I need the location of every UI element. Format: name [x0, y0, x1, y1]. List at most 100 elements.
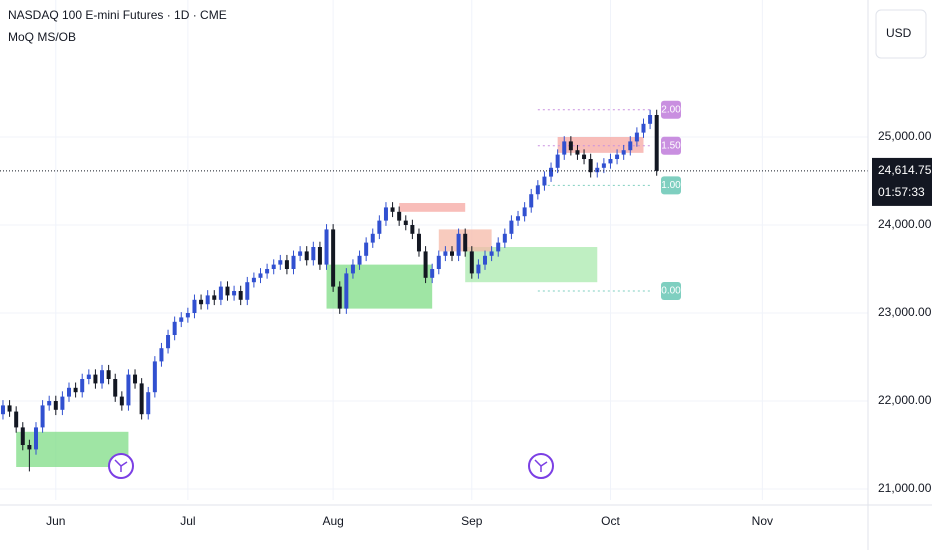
fib-box [661, 136, 681, 155]
candle-body [126, 374, 131, 406]
candle-body [568, 141, 573, 151]
candle-body [489, 251, 494, 256]
candle-body [152, 361, 157, 393]
candle-body [423, 251, 428, 278]
candle-body [549, 167, 554, 177]
price-tag-label: 24,614.75 [878, 163, 932, 177]
candle-body [53, 401, 58, 410]
candle-body [291, 255, 296, 270]
candle-body [212, 295, 217, 300]
candle-body [251, 277, 256, 283]
candle-body [443, 251, 448, 256]
candle-body [370, 233, 375, 243]
candle-body [410, 225, 415, 234]
candle-body [350, 264, 355, 274]
y-tick-label: 24,000.00 [878, 217, 932, 231]
candle-body [324, 229, 329, 265]
candle-body [166, 335, 171, 349]
fib-box [661, 100, 681, 119]
candle-body [20, 427, 25, 446]
y-tick-label: 22,000.00 [878, 393, 932, 407]
event-icon[interactable] [528, 453, 554, 479]
candle-body [311, 247, 316, 261]
fib-label: 2.00 [661, 104, 681, 115]
candle-body [179, 317, 184, 322]
candle-body [456, 233, 461, 256]
candle-body [535, 185, 540, 195]
candle-body [641, 123, 646, 133]
candle-body [449, 251, 454, 256]
candle-body [397, 211, 402, 221]
indicator-name: MoQ MS/OB [8, 30, 76, 44]
candle-body [73, 387, 78, 393]
price-tag [872, 157, 932, 206]
candle-body [47, 401, 52, 406]
candle-body [634, 132, 639, 142]
candle-body [542, 176, 547, 186]
candle-body [205, 295, 210, 305]
candle-body [522, 207, 527, 217]
countdown: 01:57:33 [878, 185, 925, 199]
candle-body [245, 282, 250, 300]
candle-body [172, 321, 177, 336]
candle-body [476, 264, 481, 274]
candle-body [588, 159, 593, 173]
candle-body [615, 154, 620, 160]
candle-body [185, 313, 190, 318]
order-block [399, 203, 466, 212]
candle-body [278, 260, 283, 265]
candle-body [238, 291, 243, 300]
order-block [557, 137, 644, 153]
candle-body [265, 269, 270, 274]
chart-title: NASDAQ 100 E-mini Futures · 1D · CME [8, 8, 227, 22]
candle-body [7, 405, 12, 412]
candle-body [225, 286, 230, 296]
candle-body [337, 286, 342, 309]
candle-body [463, 233, 468, 252]
candle-body [119, 396, 124, 406]
order-block [465, 247, 598, 283]
candle-body [113, 379, 118, 397]
candle-body [33, 427, 38, 450]
candle-body [139, 383, 144, 415]
candle-body [502, 233, 507, 243]
candle-body [271, 264, 276, 270]
candle-body [331, 229, 336, 287]
x-tick-label: Oct [601, 514, 620, 528]
y-tick-label: 21,000.00 [878, 481, 932, 495]
candle-body [403, 220, 408, 226]
candle-body [192, 299, 197, 314]
candle-body [529, 194, 534, 208]
fib-label: 1.00 [661, 180, 681, 191]
x-tick-label: Sep [461, 514, 483, 528]
candle-body [430, 269, 435, 278]
candle-body [67, 387, 72, 397]
candle-body [199, 299, 204, 305]
fib-box [661, 176, 681, 195]
candle-body [390, 207, 395, 212]
candle-body [133, 374, 138, 384]
currency-button[interactable] [875, 9, 927, 59]
candle-body [284, 260, 289, 270]
candle-body [436, 255, 441, 270]
candle-body [14, 411, 19, 428]
candle-body [232, 291, 237, 296]
candle-body [595, 167, 600, 173]
candle-body [654, 115, 659, 171]
candle-body [317, 247, 322, 265]
candle-body [377, 220, 382, 234]
candle-body [628, 141, 633, 151]
candle-body [100, 370, 105, 384]
fib-box [661, 282, 681, 301]
x-tick-label: Aug [322, 514, 343, 528]
fib-labels: 2.00 1.50 1.00 0.00 [661, 100, 681, 301]
candle-body [159, 348, 164, 362]
candle-body [621, 150, 626, 155]
currency-label: USD [886, 26, 912, 40]
event-icon[interactable] [108, 453, 134, 479]
y-tick-label: 23,000.00 [878, 305, 932, 319]
candle-body [357, 255, 362, 265]
candle-body [648, 115, 653, 124]
